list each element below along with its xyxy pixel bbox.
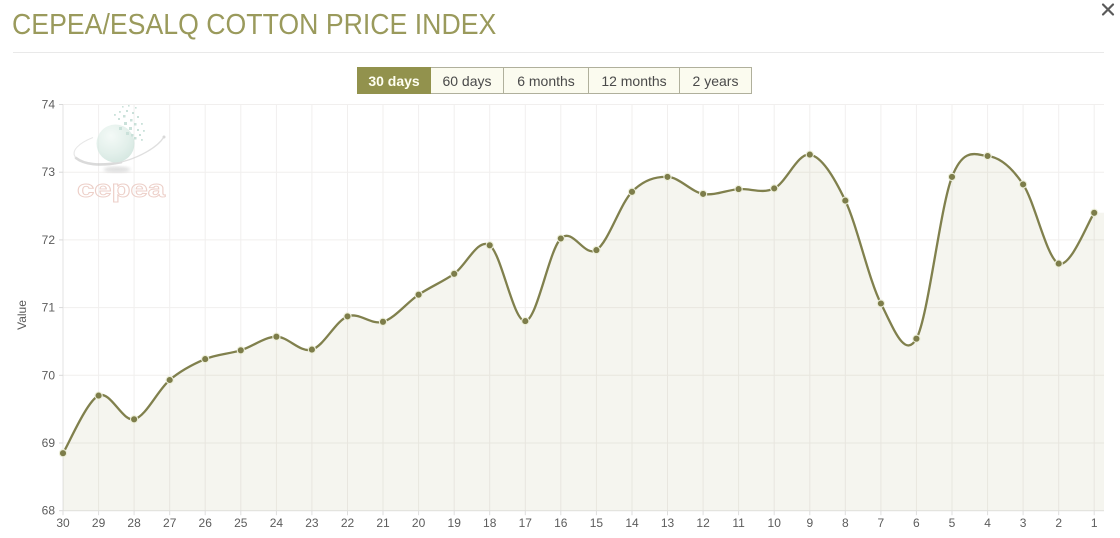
svg-text:68: 68 <box>42 504 56 518</box>
svg-text:7: 7 <box>878 516 885 530</box>
svg-text:28: 28 <box>127 516 141 530</box>
svg-text:8: 8 <box>842 516 849 530</box>
svg-text:10: 10 <box>768 516 782 530</box>
svg-text:6: 6 <box>913 516 920 530</box>
svg-text:30: 30 <box>56 516 70 530</box>
svg-text:11: 11 <box>732 516 745 530</box>
svg-text:22: 22 <box>341 516 355 530</box>
svg-text:14: 14 <box>625 516 639 530</box>
svg-text:3: 3 <box>1020 516 1027 530</box>
svg-text:17: 17 <box>519 516 533 530</box>
svg-text:20: 20 <box>412 516 426 530</box>
svg-text:70: 70 <box>42 368 56 382</box>
svg-text:1: 1 <box>1091 516 1098 530</box>
svg-text:13: 13 <box>661 516 675 530</box>
svg-text:25: 25 <box>234 516 248 530</box>
svg-text:19: 19 <box>448 516 462 530</box>
svg-text:16: 16 <box>554 516 568 530</box>
svg-text:9: 9 <box>806 516 813 530</box>
svg-text:23: 23 <box>305 516 319 530</box>
svg-text:Value: Value <box>15 300 29 330</box>
svg-text:29: 29 <box>92 516 106 530</box>
svg-text:2: 2 <box>1055 516 1062 530</box>
svg-text:12: 12 <box>696 516 710 530</box>
svg-text:74: 74 <box>42 98 56 112</box>
svg-text:cepea: cepea <box>77 176 166 203</box>
svg-text:21: 21 <box>376 516 390 530</box>
svg-text:73: 73 <box>42 165 56 179</box>
svg-text:27: 27 <box>163 516 177 530</box>
svg-text:18: 18 <box>483 516 497 530</box>
svg-text:26: 26 <box>199 516 213 530</box>
svg-text:15: 15 <box>590 516 604 530</box>
svg-text:5: 5 <box>949 516 956 530</box>
svg-text:24: 24 <box>270 516 284 530</box>
svg-text:72: 72 <box>42 233 56 247</box>
svg-text:4: 4 <box>984 516 991 530</box>
svg-text:71: 71 <box>42 301 56 315</box>
svg-text:69: 69 <box>42 436 56 450</box>
